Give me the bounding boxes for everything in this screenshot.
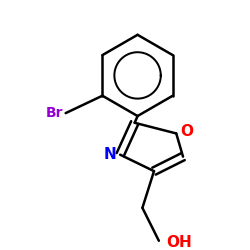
Text: Br: Br bbox=[45, 106, 63, 120]
Text: OH: OH bbox=[166, 235, 192, 250]
Text: O: O bbox=[180, 124, 193, 139]
Text: N: N bbox=[104, 147, 116, 162]
